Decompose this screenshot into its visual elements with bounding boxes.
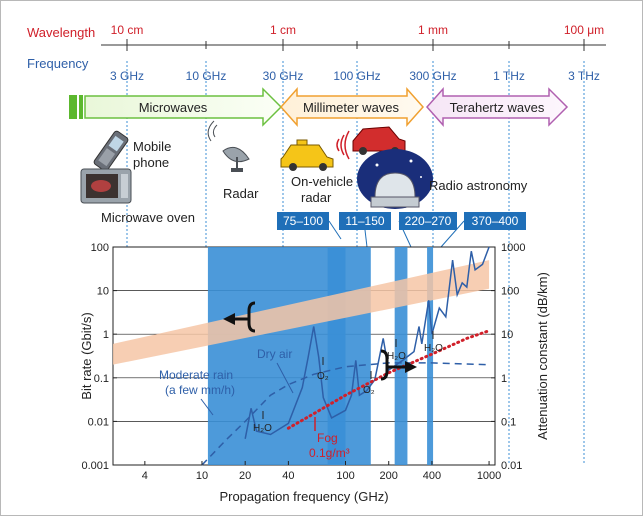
radar-dish-icon bbox=[207, 120, 250, 172]
band-terahertz-label: Terahertz waves bbox=[450, 100, 545, 115]
o2-label: O₂ bbox=[363, 385, 375, 396]
h2o-label: H₂O bbox=[253, 423, 272, 434]
mobile-phone-icon bbox=[93, 130, 129, 172]
window-labels: 75–100 11–150 220–270 370–400 bbox=[277, 212, 526, 230]
wavelength-tick: 10 cm bbox=[111, 23, 144, 37]
y-axis-left-label: Bit rate (Gbit/s) bbox=[79, 312, 94, 399]
curve-moderate-rain-a-few-mm-h bbox=[201, 362, 490, 466]
curve-fog-0-1g-m bbox=[286, 329, 491, 430]
band-microwaves-label: Microwaves bbox=[139, 100, 208, 115]
x-tick-label: 400 bbox=[423, 470, 441, 482]
frequency-tick: 3 GHz bbox=[110, 69, 144, 83]
y-right-tick-label: 1000 bbox=[501, 242, 525, 254]
y-left-tick-label: 100 bbox=[91, 242, 109, 254]
window-label-box bbox=[339, 212, 391, 230]
y-axis-right-label: Attenuation constant (dB/km) bbox=[535, 272, 550, 440]
y-right-tick-label: 1 bbox=[501, 373, 507, 385]
y-right-tick-label: 0.1 bbox=[501, 416, 516, 428]
axis-ticks: 4 10 20 40 100 200 400 10001001010.10.010.00110… bbox=[81, 242, 525, 482]
bit-rate-band bbox=[113, 260, 490, 365]
wavelength-tick: 1 cm bbox=[270, 23, 296, 37]
o2-label: O₂ bbox=[317, 371, 329, 382]
bit-rate-band-area bbox=[113, 260, 490, 365]
frequency-tick: 100 GHz bbox=[333, 69, 380, 83]
x-tick-label: 1000 bbox=[477, 470, 501, 482]
y-right-tick-label: 0.01 bbox=[501, 460, 522, 472]
x-tick-label: 4 bbox=[142, 470, 148, 482]
y-right-tick-label: 10 bbox=[501, 329, 513, 341]
frequency-tick: 1 THz bbox=[493, 69, 525, 83]
frequency-label: Frequency bbox=[27, 56, 89, 71]
y-left-tick-label: 0.001 bbox=[81, 460, 109, 472]
x-axis-label: Propagation frequency (GHz) bbox=[219, 489, 388, 504]
x-tick-label: 40 bbox=[282, 470, 294, 482]
dry-air-label: Dry air bbox=[257, 347, 292, 361]
frequency-scale: Frequency 3 GHz 10 GHz 30 GHz 100 GHz 30… bbox=[27, 56, 600, 83]
x-tick-label: 200 bbox=[380, 470, 398, 482]
observatory-icon bbox=[357, 149, 433, 209]
window-label: 11–150 bbox=[345, 214, 384, 228]
y-right-tick-label: 100 bbox=[501, 286, 519, 298]
h2o-label: H₂O bbox=[424, 343, 443, 354]
y-left-tick-label: 0.01 bbox=[88, 416, 109, 428]
x-tick-label: 10 bbox=[196, 470, 208, 482]
mobile-phone-label: phone bbox=[133, 155, 169, 170]
wavelength-tick: 1 mm bbox=[418, 23, 448, 37]
band-millimeter: Millimeter waves bbox=[279, 87, 425, 127]
frequency-tick: 10 GHz bbox=[186, 69, 227, 83]
fog-label: Fog bbox=[317, 431, 338, 445]
fog-label: 0.1g/m³ bbox=[309, 446, 350, 460]
radio-astronomy-label: Radio astronomy bbox=[429, 178, 528, 193]
on-vehicle-radar-label: radar bbox=[301, 190, 332, 205]
taxi-car-icon bbox=[280, 139, 334, 171]
frequency-tick: 30 GHz bbox=[263, 69, 304, 83]
window-connectors bbox=[328, 220, 465, 248]
band-terahertz: Terahertz waves bbox=[425, 87, 569, 127]
wavelength-scale: Wavelength 10 cm 1 cm 1 mm 100 μm bbox=[27, 23, 606, 51]
window-label-box bbox=[277, 212, 329, 230]
mobile-phone-label: Mobile bbox=[133, 139, 171, 154]
moderate-rain-label: Moderate rain bbox=[159, 368, 233, 382]
on-vehicle-radar-label: On-vehicle bbox=[291, 174, 353, 189]
y-left-tick-label: 0.1 bbox=[94, 373, 109, 385]
right-axis-arrow bbox=[380, 349, 417, 381]
radar-label: Radar bbox=[223, 186, 259, 201]
y-left-tick-label: 1 bbox=[103, 329, 109, 341]
radar-wave-icon bbox=[336, 130, 350, 160]
frequency-tick: 3 THz bbox=[568, 69, 600, 83]
window-label: 75–100 bbox=[283, 214, 323, 228]
moderate-rain-label: (a few mm/h) bbox=[165, 383, 235, 397]
y-left-tick-label: 10 bbox=[97, 286, 109, 298]
wavelength-tick: 100 μm bbox=[564, 23, 604, 37]
microwave-oven-label: Microwave oven bbox=[101, 210, 195, 225]
chart-annotations: Moderate rain (a few mm/h) Dry air Fog 0… bbox=[159, 331, 443, 460]
band-millimeter-label: Millimeter waves bbox=[303, 100, 400, 115]
window-label-box bbox=[399, 212, 457, 230]
frequency-tick: 300 GHz bbox=[409, 69, 456, 83]
left-axis-arrow bbox=[223, 301, 256, 333]
h2o-label: H₂O bbox=[387, 351, 406, 362]
x-tick-label: 20 bbox=[239, 470, 251, 482]
microwave-oven-icon bbox=[80, 168, 132, 204]
moderate-rain-pointer bbox=[200, 398, 214, 416]
window-label: 370–400 bbox=[472, 214, 519, 228]
attenuation-plot: 4 10 20 40 100 200 400 10001001010.10.010.00110… bbox=[81, 242, 525, 482]
x-tick-label: 100 bbox=[336, 470, 354, 482]
window-label: 220–270 bbox=[405, 214, 452, 228]
wavelength-label: Wavelength bbox=[27, 25, 95, 40]
window-label-box bbox=[464, 212, 526, 230]
band-microwaves: Microwaves bbox=[69, 87, 283, 127]
dry-air-pointer bbox=[276, 362, 294, 394]
